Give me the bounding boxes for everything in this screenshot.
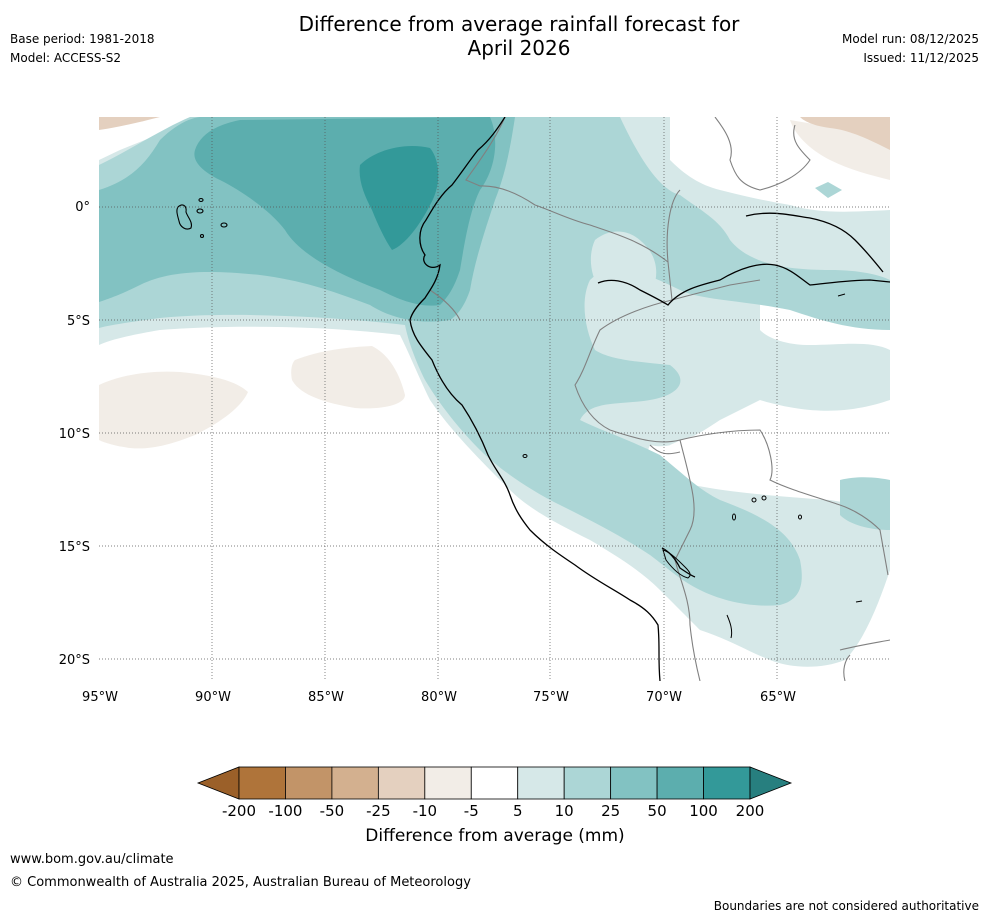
- colorbar-swatch: [424, 766, 472, 800]
- near-average-inland-hole: [590, 231, 657, 302]
- lon-label: 75°W: [533, 690, 569, 705]
- copyright-text: © Commonwealth of Australia 2025, Austra…: [10, 875, 471, 890]
- lat-label: 5°S: [67, 314, 90, 329]
- base-period: Base period: 1981-2018: [10, 32, 155, 46]
- colorbar-swatch: [656, 766, 704, 800]
- colorbar-tick-label: -10: [413, 802, 438, 820]
- colorbar-swatch: [703, 766, 751, 800]
- model-name: Model: ACCESS-S2: [10, 51, 122, 65]
- colorbar-swatch: [238, 766, 286, 800]
- colorbar-tick-label: -100: [268, 802, 302, 820]
- colorbar-tick-label: 10: [555, 802, 574, 820]
- rainfall-minus5-minus10-ne-zone: [790, 120, 890, 180]
- near-average-nw-zone: [99, 117, 210, 160]
- country-borders: [429, 117, 890, 681]
- rainfall-minus5-minus10-west-zone: [99, 371, 248, 449]
- title-line-1: Difference from average rainfall forecas…: [298, 12, 740, 36]
- disclaimer-text: Boundaries are not considered authoritat…: [713, 899, 979, 913]
- colorbar-tick-label: 50: [648, 802, 667, 820]
- galapagos-islands: [176, 197, 228, 239]
- colorbar-tick-label: -50: [320, 802, 345, 820]
- colorbar-tick-label: 25: [601, 802, 620, 820]
- colorbar-label: Difference from average (mm): [365, 826, 625, 846]
- lat-label: 15°S: [59, 540, 90, 555]
- lat-label: 10°S: [59, 427, 90, 442]
- graticule: [99, 117, 890, 681]
- model-run: Model run: 08/12/2025: [841, 32, 979, 46]
- colorbar: -200 -100 -50 -25 -10 -5 5 10 25 50 100 200: [196, 766, 793, 820]
- colorbar-extend-low: [196, 766, 240, 800]
- colorbar-swatch: [610, 766, 658, 800]
- colorbar-extend-high: [749, 766, 793, 800]
- website-link[interactable]: www.bom.gov.au/climate: [10, 852, 174, 867]
- model-info: Base period: 1981-2018 Model: ACCESS-S2: [10, 32, 155, 70]
- colorbar-swatch: [285, 766, 333, 800]
- colorbar-tick-label: -25: [366, 802, 391, 820]
- lon-label: 85°W: [308, 690, 344, 705]
- colorbar-tick-label: -200: [222, 802, 256, 820]
- colorbar-swatch: [377, 766, 426, 800]
- colorbar-tick-label: -5: [464, 802, 479, 820]
- rainfall-10-25-east-zone: [840, 477, 890, 530]
- rainfall-minus10-minus25-ne-zone: [800, 117, 890, 150]
- issued-date: Issued: 11/12/2025: [863, 51, 979, 65]
- coastline: [409, 117, 890, 681]
- lakes: [522, 293, 863, 639]
- colorbar-swatch: [470, 766, 519, 800]
- lat-label: 20°S: [59, 653, 90, 668]
- map-panel: [99, 117, 890, 681]
- title-line-2: April 2026: [467, 36, 571, 60]
- longitude-labels: 95°W 90°W 85°W 80°W 75°W 70°W 65°W: [82, 690, 796, 705]
- colorbar-swatch: [517, 766, 565, 800]
- lon-label: 70°W: [646, 690, 682, 705]
- lon-label: 90°W: [195, 690, 231, 705]
- lon-label: 65°W: [760, 690, 796, 705]
- colorbar-tick-label: 100: [689, 802, 718, 820]
- colorbar-tick-label: 5: [513, 802, 523, 820]
- colorbar-swatch: [331, 766, 379, 800]
- rainfall-minus5-minus10-central-zone: [291, 346, 405, 409]
- lon-label: 80°W: [421, 690, 457, 705]
- latitude-labels: 0° 5°S 10°S 15°S 20°S: [59, 200, 90, 668]
- lat-label: 0°: [75, 200, 90, 215]
- chart-title: Difference from average rainfall forecas…: [244, 12, 794, 60]
- rainfall-100-200-zone: [359, 145, 439, 250]
- rainfall-minus10-minus25-nw-zone: [99, 117, 160, 130]
- near-average-south-hole: [669, 430, 785, 491]
- rainfall-10-25-small-patch: [815, 182, 842, 198]
- colorbar-swatch: [563, 766, 612, 800]
- run-info: Model run: 08/12/2025 Issued: 11/12/2025: [842, 32, 979, 70]
- lon-label: 95°W: [82, 690, 118, 705]
- colorbar-tick-label: 200: [736, 802, 765, 820]
